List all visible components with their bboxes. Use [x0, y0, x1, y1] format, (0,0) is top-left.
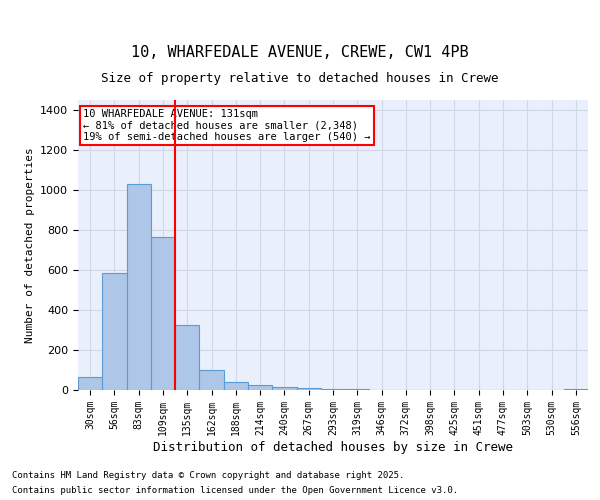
Bar: [224, 382, 248, 390]
Text: 10, WHARFEDALE AVENUE, CREWE, CW1 4PB: 10, WHARFEDALE AVENUE, CREWE, CW1 4PB: [131, 45, 469, 60]
Bar: [102, 273, 127, 390]
Text: Contains public sector information licensed under the Open Government Licence v3: Contains public sector information licen…: [12, 486, 458, 495]
Text: Size of property relative to detached houses in Crewe: Size of property relative to detached ho…: [101, 72, 499, 85]
Bar: [127, 184, 151, 390]
X-axis label: Distribution of detached houses by size in Crewe: Distribution of detached houses by size …: [153, 440, 513, 454]
Bar: [272, 387, 296, 390]
Bar: [296, 388, 321, 390]
Bar: [564, 389, 588, 390]
Bar: [78, 377, 102, 390]
Bar: [199, 370, 224, 390]
Bar: [248, 385, 272, 390]
Y-axis label: Number of detached properties: Number of detached properties: [25, 147, 35, 343]
Bar: [321, 389, 345, 390]
Bar: [151, 237, 175, 390]
Bar: [175, 325, 199, 390]
Text: Contains HM Land Registry data © Crown copyright and database right 2025.: Contains HM Land Registry data © Crown c…: [12, 471, 404, 480]
Text: 10 WHARFEDALE AVENUE: 131sqm
← 81% of detached houses are smaller (2,348)
19% of: 10 WHARFEDALE AVENUE: 131sqm ← 81% of de…: [83, 108, 371, 142]
